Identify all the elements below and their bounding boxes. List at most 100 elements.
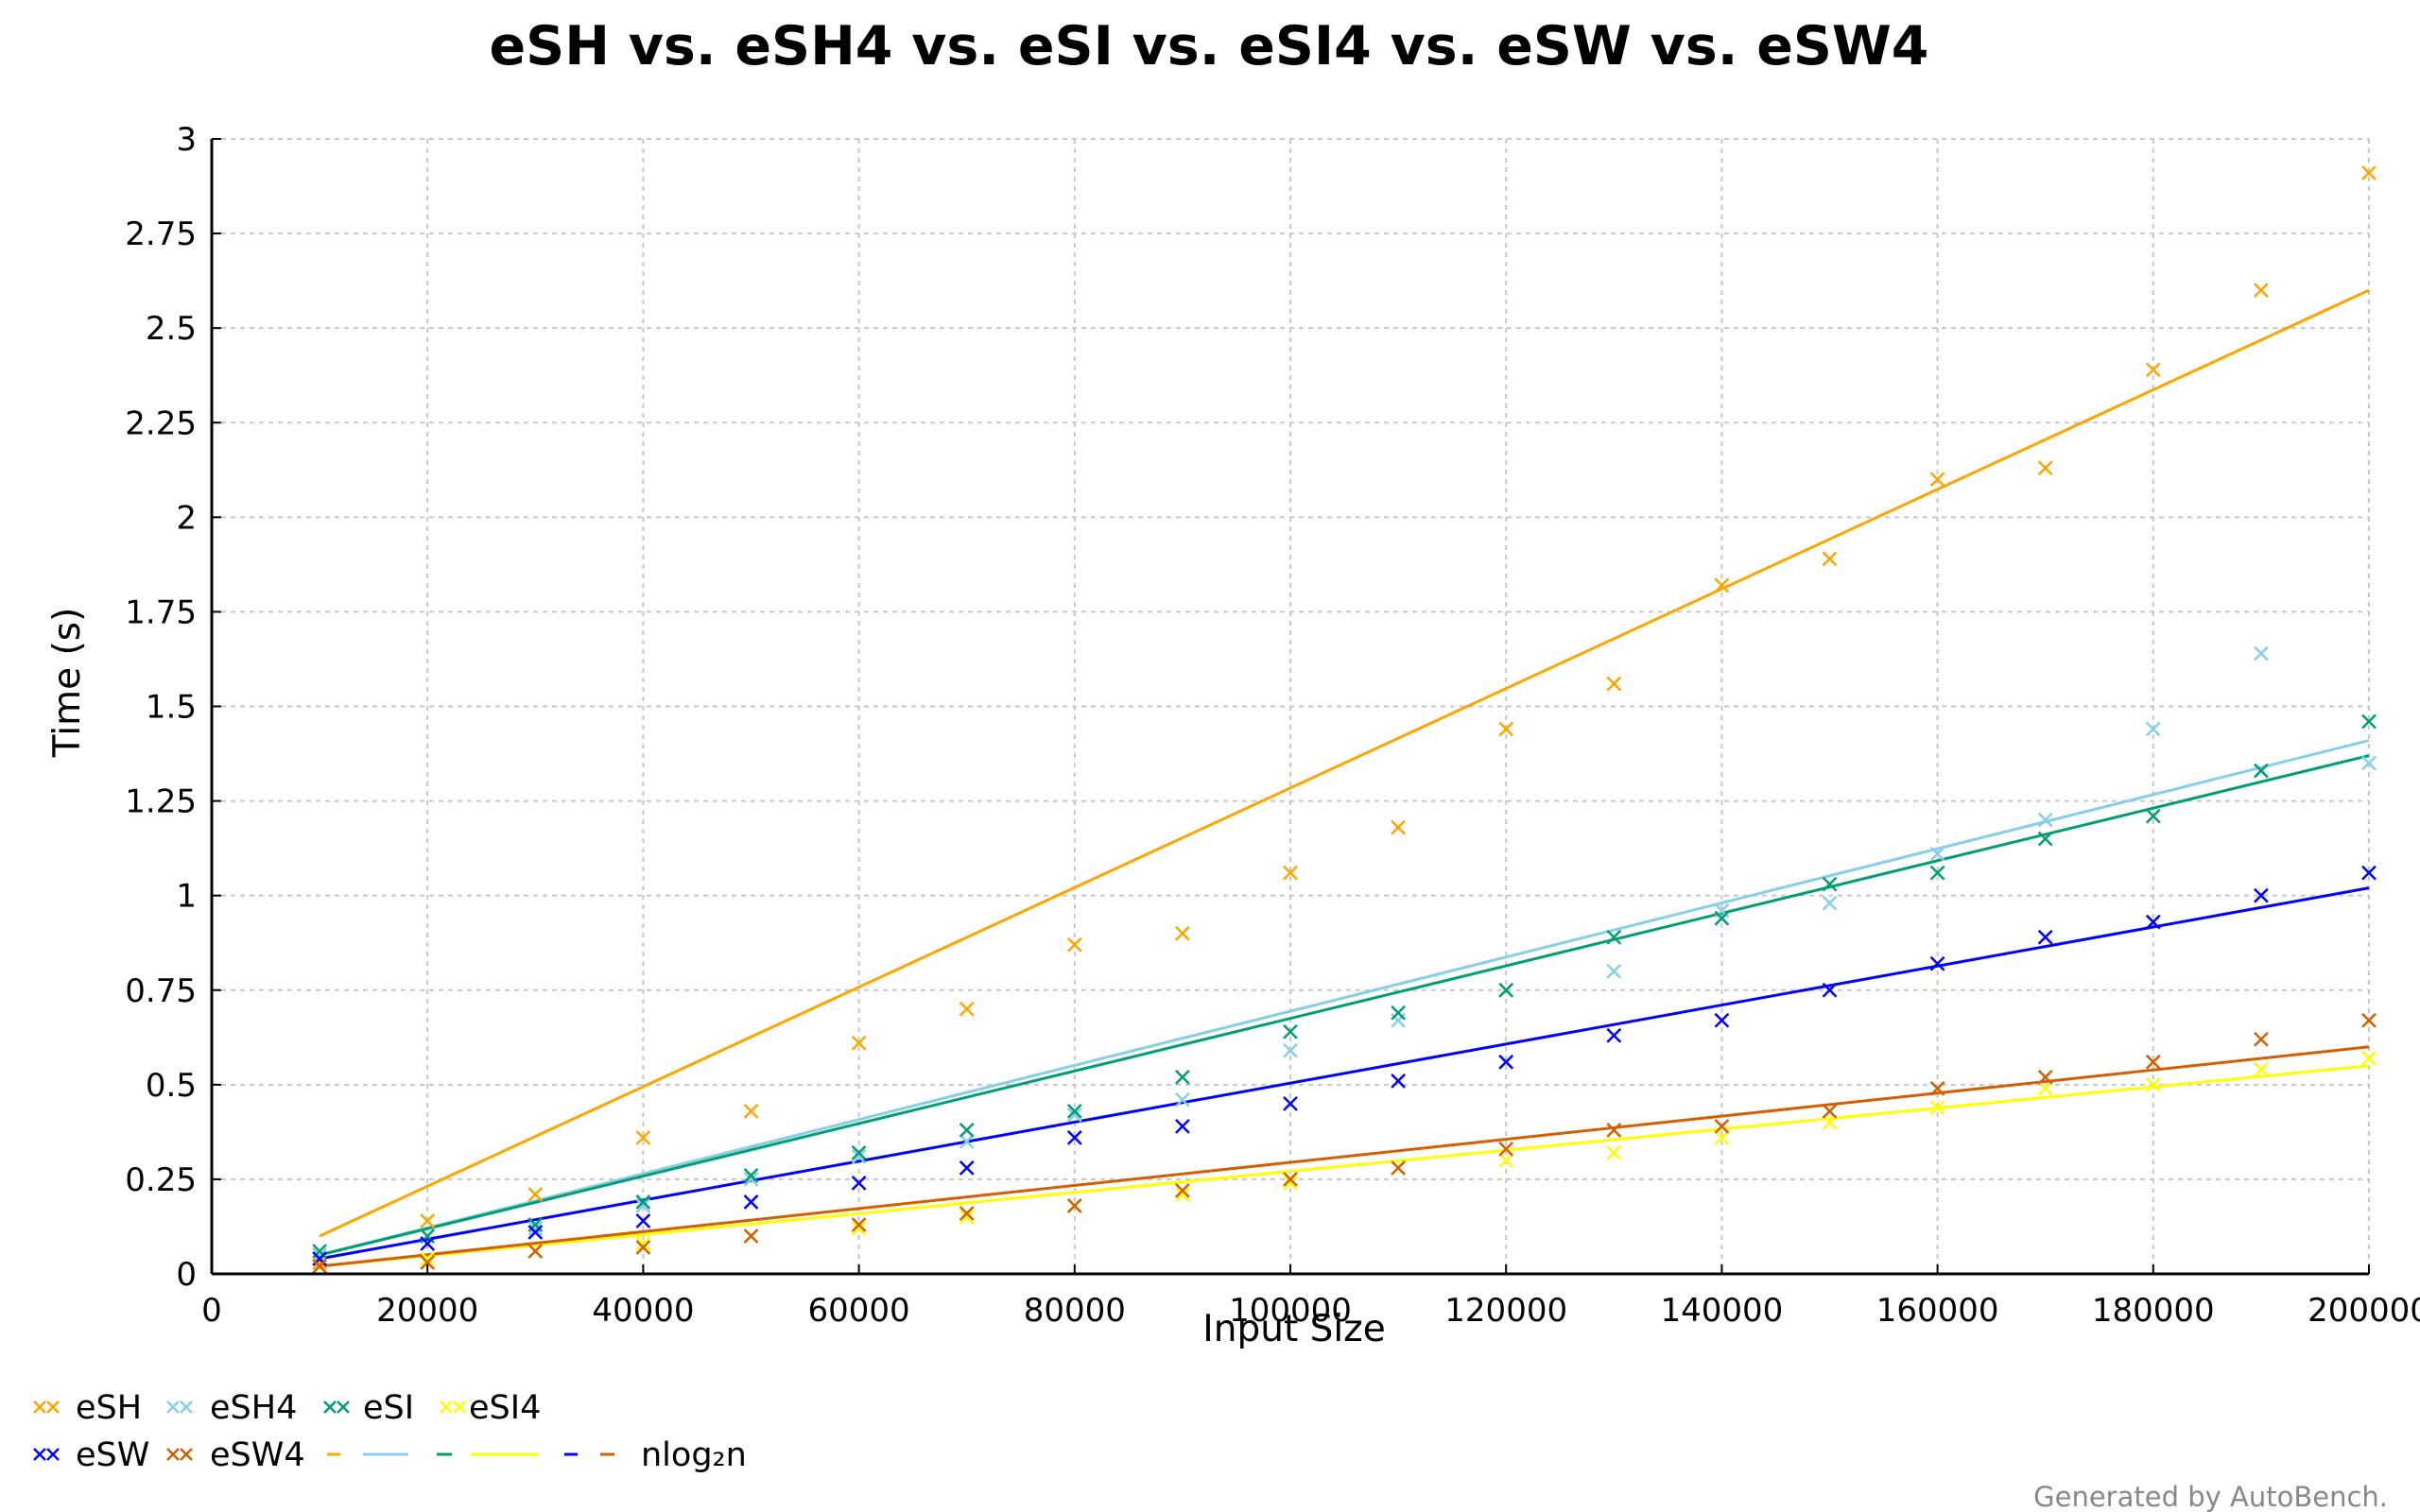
eSH4-point xyxy=(851,1149,867,1164)
eSI-point xyxy=(1929,865,1945,881)
eSI-point xyxy=(851,1145,867,1160)
eSW-fit-line xyxy=(319,886,2370,1261)
eSI-point xyxy=(2361,713,2377,730)
eSI-fit-line xyxy=(319,754,2370,1257)
x-tick-label: 0 xyxy=(201,1292,222,1330)
eSH-point xyxy=(1391,819,1406,835)
eSI4-point xyxy=(2361,1050,2377,1066)
eSW4-point xyxy=(2037,1069,2053,1085)
y-tick-label: 0.5 xyxy=(146,1067,197,1105)
eSI4-point xyxy=(2254,1061,2269,1077)
y-axis-label: Time (s) xyxy=(46,608,89,759)
eSI4-point xyxy=(1175,1187,1190,1202)
eSH-point xyxy=(1175,925,1190,941)
eSI-point xyxy=(1066,1103,1082,1119)
eSH-point xyxy=(959,1001,975,1017)
legend-item-eSW: eSW xyxy=(33,1436,149,1474)
eSI4-point xyxy=(959,1210,975,1225)
eSW-point xyxy=(1175,1118,1190,1134)
y-tick-label: 1.75 xyxy=(125,593,197,631)
eSW-point xyxy=(2254,887,2269,903)
eSI-point xyxy=(959,1122,975,1138)
eSW4-point xyxy=(1498,1142,1514,1157)
eSW-point xyxy=(2037,929,2053,945)
eSW-point xyxy=(959,1160,975,1176)
eSW-point xyxy=(2361,865,2377,881)
eSH-point xyxy=(1822,551,1838,567)
eSH4-fit-line xyxy=(319,739,2370,1257)
eSI4-point xyxy=(2037,1080,2053,1096)
eSI-point xyxy=(635,1194,651,1210)
x-tick-label: 160000 xyxy=(1876,1292,1999,1330)
eSW4-point xyxy=(1066,1198,1082,1213)
eSI4-point xyxy=(1283,1176,1298,1191)
eSH-point xyxy=(2145,362,2161,378)
eSW-point xyxy=(1066,1129,1082,1145)
eSH-point xyxy=(1929,472,1945,488)
eSW-point xyxy=(527,1225,544,1240)
eSW4-point xyxy=(851,1217,867,1232)
eSI4-point xyxy=(1929,1099,1945,1115)
legend-item-eSH: eSH xyxy=(33,1389,142,1427)
eSW-point xyxy=(743,1194,759,1210)
eSI4-point xyxy=(1606,1145,1622,1160)
eSW-point xyxy=(420,1236,436,1251)
eSI4-point xyxy=(635,1236,651,1251)
eSI4-point xyxy=(420,1251,436,1266)
eSW-point xyxy=(1929,955,1945,971)
eSH4-point xyxy=(1066,1107,1082,1123)
eSI-point xyxy=(420,1228,436,1244)
eSH-point xyxy=(2254,283,2269,299)
eSW4-point xyxy=(527,1244,544,1259)
eSH4-point xyxy=(1929,846,1945,862)
eSI-point xyxy=(1391,1005,1406,1021)
legend-label: eSH4 xyxy=(210,1389,297,1427)
eSH4-point xyxy=(1606,963,1622,979)
eSW4-point xyxy=(1714,1118,1730,1134)
eSI-point xyxy=(2145,808,2161,824)
eSW4-point xyxy=(312,1259,327,1274)
legend: eSH eSH4 eSI eSI4 eSW eSW4 nlog₂n xyxy=(33,1389,747,1474)
y-tick-label: 2.25 xyxy=(125,404,197,442)
eSI-point xyxy=(1822,876,1838,892)
eSI-point xyxy=(743,1168,759,1183)
footer-credit: Generated by AutoBench. xyxy=(2033,1481,2388,1512)
x-tick-label: 200000 xyxy=(2308,1292,2420,1330)
eSH-point xyxy=(420,1213,436,1228)
eSH-point xyxy=(1498,721,1514,737)
eSH4-point xyxy=(1283,1042,1298,1058)
eSH4-point xyxy=(743,1172,759,1187)
eSW4-fit-line xyxy=(319,1045,2370,1268)
x-tick-label: 120000 xyxy=(1444,1292,1567,1330)
eSH4-point xyxy=(2361,755,2377,771)
legend-label: eSH xyxy=(76,1389,142,1427)
eSI-point xyxy=(1498,982,1514,998)
eSW4-point xyxy=(959,1206,975,1221)
eSW4-point xyxy=(1929,1080,1945,1096)
eSH-point xyxy=(635,1129,651,1145)
eSW4-point xyxy=(635,1240,651,1255)
eSI4-point xyxy=(1714,1129,1730,1145)
eSH4-point xyxy=(1391,1012,1406,1028)
eSH4-point xyxy=(2254,645,2269,662)
eSW-point xyxy=(1283,1095,1298,1111)
eSH-fit-line xyxy=(319,288,2370,1238)
y-tick-label: 2 xyxy=(176,499,197,537)
legend-item-eSH4: eSH4 xyxy=(166,1389,297,1427)
chart-title: eSH vs. eSH4 vs. eSI vs. eSI4 vs. eSW vs… xyxy=(490,15,1929,77)
eSW4-point xyxy=(1283,1172,1298,1187)
eSI-point xyxy=(2254,763,2269,779)
eSH-point xyxy=(1606,676,1622,692)
x-axis-label: Input Size xyxy=(1202,1308,1385,1350)
eSW4-point xyxy=(2361,1012,2377,1028)
legend-item-eSI: eSI xyxy=(323,1389,414,1427)
eSW-point xyxy=(635,1213,651,1228)
eSI-point xyxy=(1283,1023,1298,1040)
eSW4-point xyxy=(2145,1054,2161,1070)
y-tick-label: 1.25 xyxy=(125,783,197,821)
eSW4-point xyxy=(1175,1183,1190,1198)
eSW-point xyxy=(1498,1054,1514,1070)
eSH4-point xyxy=(312,1247,327,1263)
legend-item-eSI4: eSI4 xyxy=(440,1389,541,1427)
eSH-point xyxy=(1283,865,1298,881)
